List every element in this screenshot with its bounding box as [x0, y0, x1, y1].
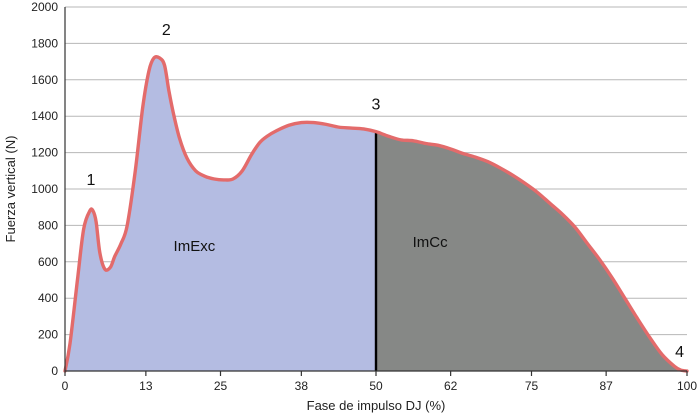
point-label: 3: [372, 97, 381, 114]
y-tick-label: 1000: [31, 182, 58, 196]
x-tick-label: 50: [369, 379, 383, 393]
region-label: ImCc: [413, 234, 448, 251]
region-imcc-area: [376, 131, 687, 371]
force-curve: [63, 55, 689, 373]
y-axis-title: Fuerza vertical (N): [3, 136, 18, 243]
x-tick-label: 25: [214, 379, 228, 393]
region-imexc-area: [65, 56, 376, 371]
point-label: 2: [162, 22, 171, 39]
x-tick-label: 100: [677, 379, 697, 393]
x-tick-label: 13: [139, 379, 153, 393]
y-tick-label: 1400: [31, 109, 58, 123]
y-tick-label: 1800: [31, 36, 58, 50]
x-tick-label: 0: [62, 379, 69, 393]
y-tick-label: 1600: [31, 73, 58, 87]
y-tick-label: 800: [38, 218, 58, 232]
x-axis-title: Fase de impulso DJ (%): [307, 398, 446, 413]
labels: ImExc ImCc 1 2 3 4: [87, 22, 685, 361]
y-tick-label: 400: [38, 291, 58, 305]
x-tick-label: 62: [444, 379, 458, 393]
point-label: 1: [87, 172, 96, 189]
x-tick-label: 38: [295, 379, 309, 393]
x-tick-label: 75: [525, 379, 539, 393]
y-tick-label: 200: [38, 328, 58, 342]
area-layer: [63, 55, 689, 373]
point-label: 4: [675, 344, 684, 361]
y-tick-label: 2000: [31, 0, 58, 14]
x-tick-label: 87: [599, 379, 613, 393]
y-tick-label: 0: [51, 364, 58, 378]
y-tick-label: 1200: [31, 146, 58, 160]
region-label: ImExc: [174, 238, 216, 255]
y-tick-label: 600: [38, 255, 58, 269]
